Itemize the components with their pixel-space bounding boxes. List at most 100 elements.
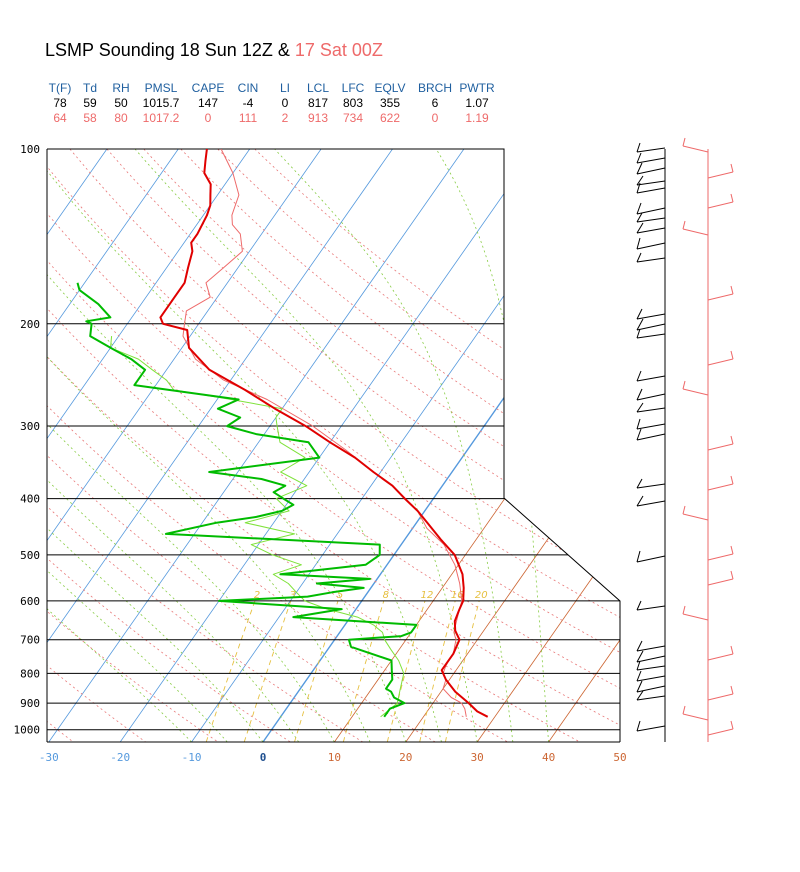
pressure-tick-label: 400 [20,493,40,506]
temperature-tick-label: -20 [110,751,130,764]
isotherm-line [47,149,108,742]
wind-barb [636,670,666,682]
wind-barb [636,690,666,701]
wind-barb [636,495,666,507]
temperature-tick-label: -30 [39,751,59,764]
mixing-ratio-line [386,600,426,742]
dry-adiabat [47,149,620,742]
temperature-tick-label: -10 [182,751,202,764]
wind-barb-secondary [682,505,709,521]
isotherm-line [476,149,620,742]
wind-barb-secondary [707,545,734,561]
chart-title: LSMP Sounding 18 Sun 12Z & 17 Sat 00Z [45,40,383,60]
pressure-tick-label: 800 [20,667,40,680]
pressure-tick-label: 500 [20,549,40,562]
temperature-tick-label: 30 [471,751,484,764]
dry-adiabat [143,149,620,742]
wind-barb [636,680,666,693]
stats-header: T(F) [49,81,72,95]
series1-temperature-line [159,149,489,718]
mixing-ratio-label: 5 [337,590,343,601]
mixing-ratio-line [243,600,292,742]
stats-value: -4 [243,96,254,110]
wind-barb [636,428,666,441]
temperature-tick-label: 20 [399,751,412,764]
mixing-ratio-label: 2 [254,590,260,601]
isotherm-line [548,149,620,742]
wind-barb [636,252,666,263]
stats-value: 0 [205,111,212,125]
stats-header: LI [280,81,290,95]
stats-value: 622 [380,111,400,125]
temperature-tick-label: 0 [260,751,267,764]
wind-barb [636,182,666,194]
pressure-tick-label: 300 [20,420,40,433]
stats-header: LCL [307,81,329,95]
stats-header: PWTR [459,81,495,95]
stats-value: 0 [432,111,439,125]
isotherm-line [119,149,536,742]
stats-header: CAPE [192,81,225,95]
stats-value: 1015.7 [143,96,180,110]
wind-barb-secondary [707,435,734,451]
wind-barb [636,152,666,164]
temperature-tick-label: 50 [613,751,626,764]
moist-adiabat [47,384,228,742]
isotherm-line [262,149,620,742]
stats-value: 1.19 [465,111,489,125]
stats-value: 0 [282,96,289,110]
stats-value: 817 [308,96,328,110]
wind-barb [636,212,666,223]
isotherm-line [47,149,251,742]
wind-barb [636,328,666,339]
wind-barb [636,402,666,413]
wind-barb [636,478,666,489]
isotherm-line [191,149,608,742]
stats-header: LFC [342,81,365,95]
mixing-ratio-label: 3 [290,590,296,601]
dry-adiabat [106,149,620,742]
moist-adiabat [47,329,300,742]
wind-barb [636,308,666,320]
dry-adiabat [47,149,74,742]
sounding-traces [76,149,489,718]
wind-barb-secondary [682,380,709,396]
wind-barb [636,142,666,153]
wind-barb-secondary [707,720,734,736]
stats-value: 111 [239,111,258,125]
stats-header: CIN [238,81,259,95]
mixing-ratio-label: 8 [383,590,389,601]
stats-header: BRCH [418,81,452,95]
stats-value: 58 [83,111,97,125]
stats-value: 50 [114,96,128,110]
stats-value: 734 [343,111,363,125]
wind-barb-secondary [707,350,734,366]
mixing-ratio-label: 16 [451,590,464,601]
moist-adiabat [47,408,192,742]
mixing-ratio-label: 20 [475,590,488,601]
moist-adiabat [47,358,264,742]
isotherm-line [48,149,465,742]
wind-barb [636,162,666,175]
wind-barb [636,640,666,652]
wind-barb-secondary [707,645,734,661]
isotherm-line [0,149,36,742]
mixing-ratio-line [294,600,339,742]
dry-adiabat [69,149,620,742]
stats-value: 64 [53,111,67,125]
dry-adiabat [47,149,436,742]
dry-adiabat [47,149,146,742]
wind-barb-secondary [707,685,734,701]
mixing-ratio-line [444,600,480,742]
dry-adiabat [47,149,620,742]
wind-barb [636,175,666,186]
dry-adiabat [47,149,291,742]
temperature-tick-label: 40 [542,751,555,764]
stats-value: 80 [114,111,128,125]
wind-barbs [636,137,734,742]
moist-adiabat [274,149,514,742]
stats-header: PMSL [145,81,178,95]
